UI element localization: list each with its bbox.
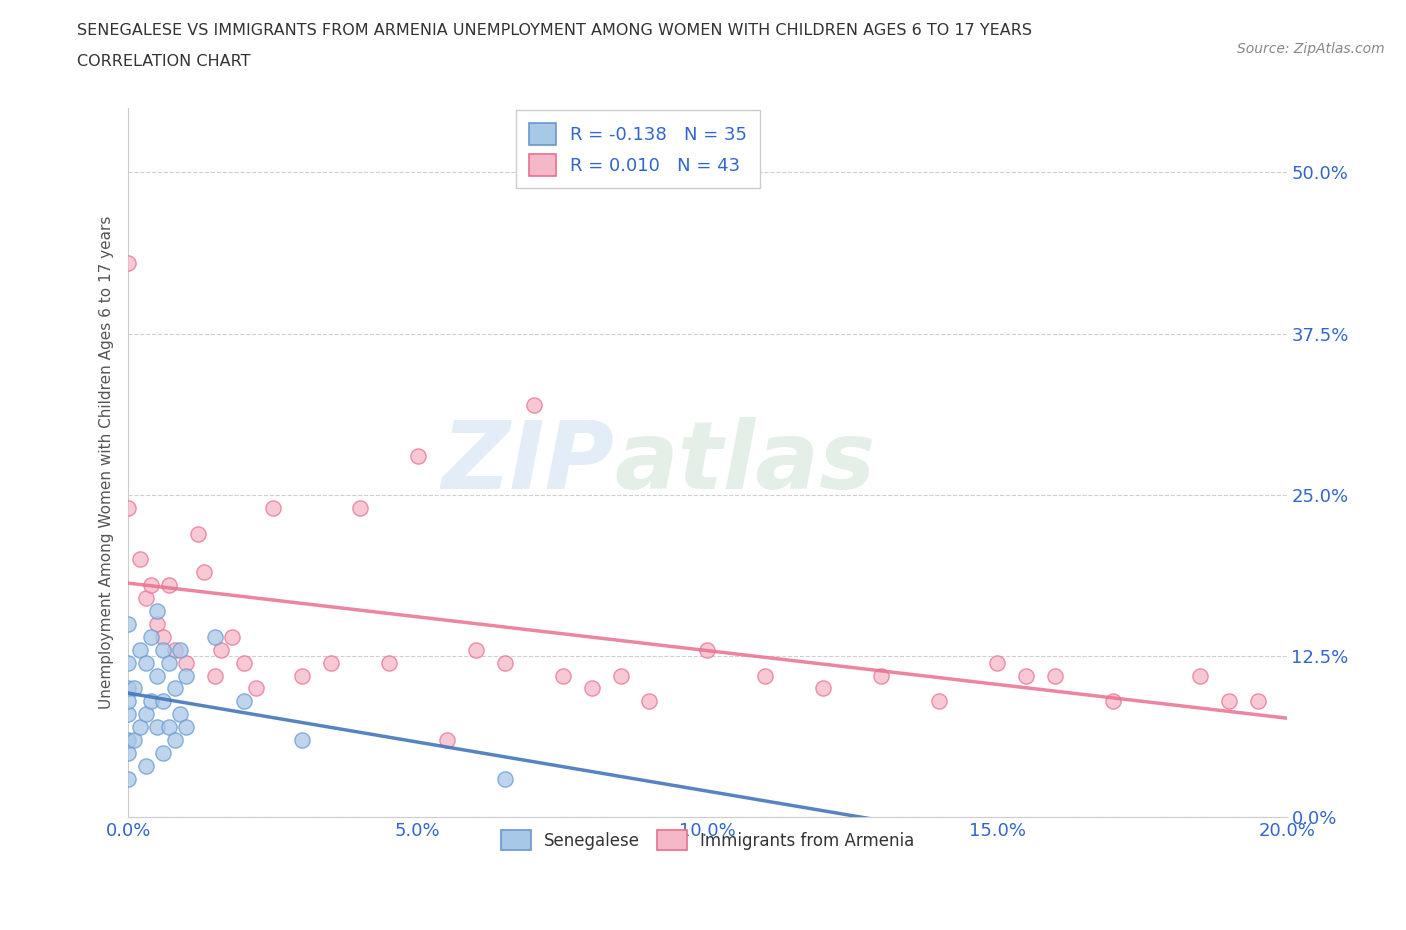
Point [152, 643, 174, 658]
Point [141, 578, 163, 592]
Point [163, 733, 186, 748]
Point [262, 500, 284, 515]
Point [638, 694, 661, 709]
Point [436, 733, 458, 748]
Point [141, 694, 163, 709]
Text: Source: ZipAtlas.com: Source: ZipAtlas.com [1237, 42, 1385, 56]
Point [146, 720, 169, 735]
Point [193, 565, 215, 579]
Point [135, 707, 157, 722]
Point [157, 578, 180, 592]
Point [117, 771, 139, 786]
Point [152, 694, 174, 709]
Point [141, 630, 163, 644]
Point [1246, 694, 1268, 709]
Legend: Senegalese, Immigrants from Armenia: Senegalese, Immigrants from Armenia [492, 822, 922, 858]
Point [128, 720, 150, 735]
Point [117, 681, 139, 696]
Point [163, 643, 186, 658]
Point [1218, 694, 1240, 709]
Point [163, 681, 186, 696]
Point [169, 643, 191, 658]
Point [204, 630, 226, 644]
Point [187, 526, 209, 541]
Text: SENEGALESE VS IMMIGRANTS FROM ARMENIA UNEMPLOYMENT AMONG WOMEN WITH CHILDREN AGE: SENEGALESE VS IMMIGRANTS FROM ARMENIA UN… [77, 23, 1032, 38]
Text: atlas: atlas [614, 417, 876, 509]
Point [1188, 668, 1211, 683]
Point [174, 668, 197, 683]
Point [221, 630, 243, 644]
Point [291, 733, 314, 748]
Point [117, 656, 139, 671]
Point [122, 733, 145, 748]
Point [696, 643, 718, 658]
Point [135, 656, 157, 671]
Point [135, 591, 157, 605]
Point [1015, 668, 1038, 683]
Point [117, 707, 139, 722]
Point [117, 617, 139, 631]
Point [146, 604, 169, 618]
Point [291, 668, 314, 683]
Point [209, 643, 232, 658]
Point [152, 746, 174, 761]
Point [464, 643, 486, 658]
Y-axis label: Unemployment Among Women with Children Ages 6 to 17 years: Unemployment Among Women with Children A… [100, 216, 114, 710]
Point [169, 707, 191, 722]
Text: CORRELATION CHART: CORRELATION CHART [77, 54, 250, 69]
Point [378, 656, 401, 671]
Point [233, 656, 256, 671]
Point [128, 643, 150, 658]
Point [152, 630, 174, 644]
Point [135, 758, 157, 773]
Point [245, 681, 267, 696]
Point [494, 656, 516, 671]
Point [117, 256, 139, 271]
Point [128, 552, 150, 567]
Point [406, 449, 429, 464]
Point [204, 668, 226, 683]
Point [174, 656, 197, 671]
Point [349, 500, 371, 515]
Point [928, 694, 950, 709]
Point [117, 746, 139, 761]
Point [117, 500, 139, 515]
Point [146, 617, 169, 631]
Point [117, 694, 139, 709]
Point [813, 681, 835, 696]
Point [174, 720, 197, 735]
Point [870, 668, 893, 683]
Point [494, 771, 516, 786]
Point [986, 656, 1008, 671]
Point [523, 397, 546, 412]
Point [1101, 694, 1123, 709]
Point [233, 694, 256, 709]
Point [319, 656, 342, 671]
Text: ZIP: ZIP [441, 417, 614, 509]
Point [581, 681, 603, 696]
Point [157, 720, 180, 735]
Point [146, 668, 169, 683]
Point [754, 668, 776, 683]
Point [551, 668, 574, 683]
Point [157, 656, 180, 671]
Point [117, 733, 139, 748]
Point [1043, 668, 1066, 683]
Point [122, 681, 145, 696]
Point [609, 668, 631, 683]
